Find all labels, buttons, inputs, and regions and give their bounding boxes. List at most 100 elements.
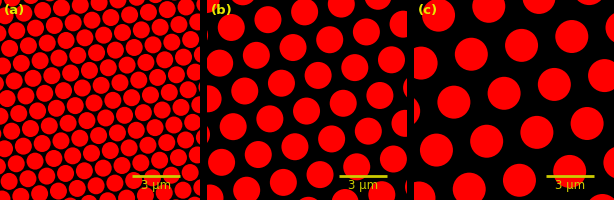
Circle shape [0,58,11,75]
Circle shape [45,150,63,167]
Circle shape [257,106,283,133]
Circle shape [119,57,136,74]
Circle shape [208,149,235,176]
Circle shape [170,149,187,166]
Circle shape [125,172,142,189]
Circle shape [107,42,124,59]
Circle shape [50,183,67,200]
Circle shape [161,84,178,101]
Text: 3 μm: 3 μm [141,178,171,191]
Circle shape [196,185,223,200]
Circle shape [142,87,159,104]
Circle shape [81,63,98,79]
Circle shape [177,0,195,16]
Circle shape [605,12,614,45]
Circle shape [184,114,201,131]
Circle shape [401,0,428,3]
Circle shape [52,133,69,150]
Circle shape [159,2,176,19]
Circle shape [99,192,116,200]
Circle shape [156,184,173,200]
Circle shape [34,135,51,152]
Circle shape [254,7,281,34]
Circle shape [293,98,320,125]
Circle shape [151,152,168,169]
Circle shape [126,40,142,57]
Circle shape [538,69,571,101]
Text: (b): (b) [211,4,233,17]
Circle shape [330,90,357,117]
Circle shape [62,65,79,82]
Circle shape [472,0,505,24]
Circle shape [88,45,105,62]
Circle shape [245,141,272,168]
Text: 3 μm: 3 μm [555,178,585,191]
Circle shape [76,162,93,179]
Circle shape [0,108,9,125]
Circle shape [112,75,128,92]
Circle shape [182,32,199,49]
Circle shape [389,12,416,38]
Circle shape [116,107,133,124]
Circle shape [93,77,110,94]
Circle shape [279,35,306,62]
Circle shape [114,25,131,42]
Circle shape [570,107,604,140]
Circle shape [196,0,214,14]
Circle shape [316,27,343,54]
Circle shape [22,120,39,137]
Circle shape [0,126,1,143]
Circle shape [175,49,192,66]
Circle shape [109,125,126,142]
Circle shape [586,194,614,200]
Circle shape [422,0,455,32]
Circle shape [0,91,15,108]
Circle shape [109,0,126,9]
Circle shape [171,17,187,34]
Circle shape [341,55,368,82]
Circle shape [147,0,164,4]
Circle shape [188,147,206,164]
Circle shape [8,23,25,40]
Circle shape [17,88,34,105]
Circle shape [328,0,355,18]
Circle shape [437,86,470,119]
Circle shape [168,199,184,200]
Circle shape [67,98,84,115]
Circle shape [488,77,521,110]
Circle shape [193,0,220,14]
Circle shape [156,52,173,69]
Circle shape [343,154,370,180]
Circle shape [0,141,13,158]
Circle shape [84,13,101,30]
Circle shape [20,38,37,55]
Circle shape [198,79,216,96]
Circle shape [91,0,107,12]
Circle shape [64,148,81,165]
Circle shape [158,134,175,151]
Circle shape [231,78,258,105]
Circle shape [367,83,394,109]
Circle shape [60,115,77,132]
Circle shape [177,132,194,149]
Circle shape [104,92,122,109]
Circle shape [295,197,322,200]
Circle shape [291,0,318,26]
Circle shape [523,0,556,15]
Circle shape [195,86,222,113]
Circle shape [138,55,154,72]
Circle shape [102,142,119,159]
Circle shape [41,0,58,2]
Circle shape [38,168,55,185]
Circle shape [166,0,183,1]
Text: (c): (c) [418,4,438,17]
Circle shape [0,0,2,10]
Circle shape [0,76,4,93]
Circle shape [32,53,49,70]
Circle shape [123,90,140,107]
Circle shape [281,134,308,160]
Circle shape [34,3,51,20]
Circle shape [187,64,204,81]
Circle shape [183,121,210,148]
Circle shape [20,170,36,187]
